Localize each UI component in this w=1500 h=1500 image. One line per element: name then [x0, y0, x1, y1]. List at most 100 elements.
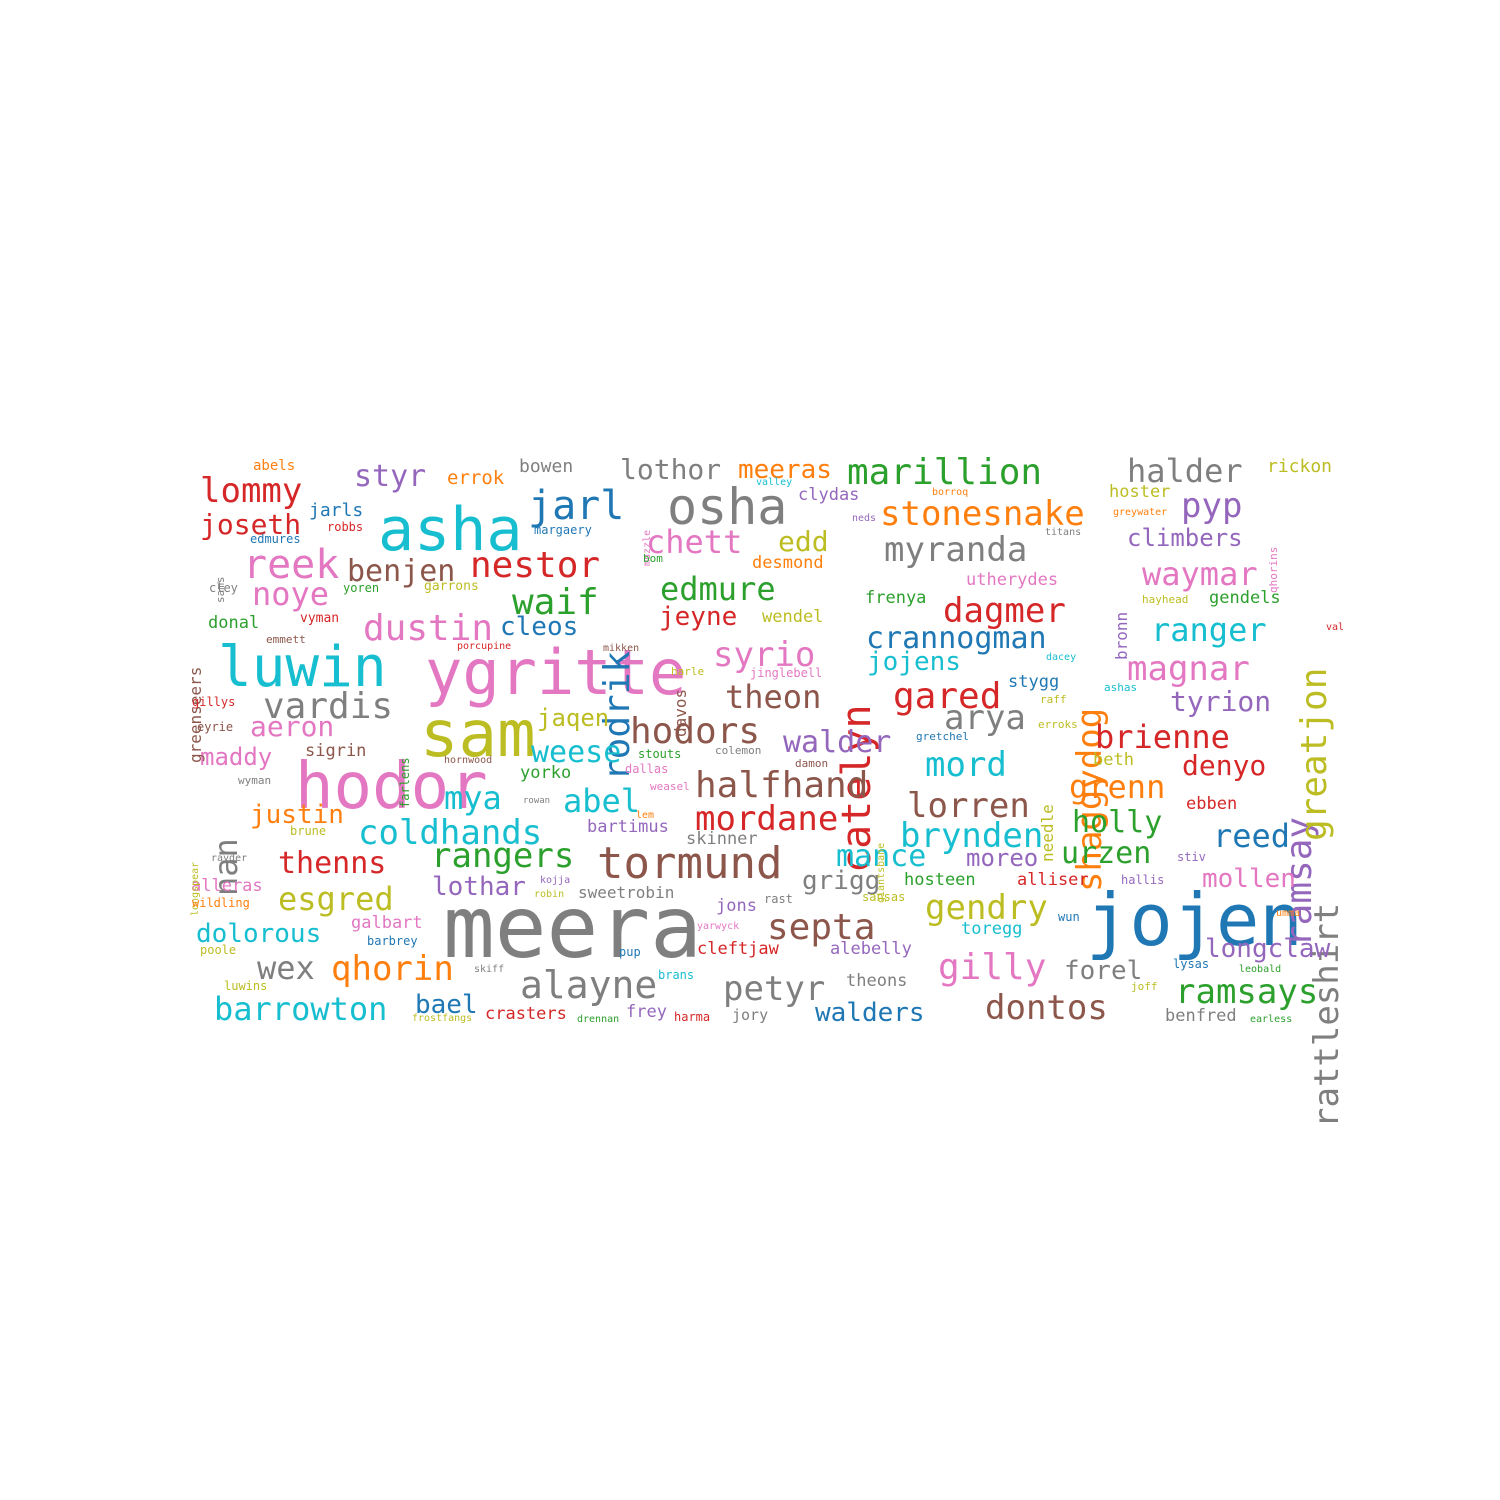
word-wun: wun	[1058, 910, 1080, 924]
word-pyp: pyp	[1181, 486, 1243, 526]
word-brune: brune	[290, 824, 327, 838]
word-dontos: dontos	[985, 988, 1108, 1028]
word-jarls: jarls	[309, 500, 364, 521]
word-wendel: wendel	[762, 607, 824, 627]
word-alayne: alayne	[520, 963, 658, 1007]
word-maddy: maddy	[200, 743, 273, 771]
word-brans: brans	[658, 968, 695, 982]
word-dallas: dallas	[625, 762, 669, 776]
word-beth: beth	[1093, 750, 1134, 770]
word-mordane: mordane	[695, 799, 839, 839]
word-jojen: jojen	[1086, 878, 1303, 962]
word-emmett: emmett	[266, 633, 306, 646]
word-mya: mya	[444, 779, 502, 817]
word-bronn: bronn	[1112, 611, 1131, 660]
word-esgred: esgred	[278, 880, 394, 918]
word-mance: mance	[836, 839, 927, 874]
word-walder: walder	[783, 725, 892, 760]
word-lem: lem	[636, 810, 655, 821]
word-tyrion: tyrion	[1170, 685, 1272, 718]
word-asha: asha	[378, 495, 523, 565]
word-coldhands: coldhands	[358, 813, 543, 853]
word-crasters: crasters	[485, 1004, 567, 1024]
word-barbrey: barbrey	[367, 934, 418, 948]
word-mollen: mollen	[1202, 864, 1296, 894]
word-ashas: ashas	[1104, 681, 1138, 694]
word-frey: frey	[626, 1002, 667, 1022]
word-neds: neds	[852, 513, 877, 524]
word-eyrie: eyrie	[197, 720, 234, 734]
word-hallis: hallis	[1121, 873, 1165, 887]
word-qhorin: qhorin	[331, 949, 454, 989]
word-greatjon: greatjon	[1294, 667, 1335, 841]
word-rowan: rowan	[523, 796, 551, 806]
word-barrowton: barrowton	[214, 990, 388, 1028]
word-qhorins: qhorins	[1267, 546, 1280, 593]
word-jojens: jojens	[867, 647, 961, 677]
word-harma: harma	[674, 1010, 711, 1024]
word-jaqen: jaqen	[537, 704, 610, 732]
word-vyman: vyman	[300, 611, 340, 626]
word-walders: walders	[815, 998, 925, 1028]
word-tormund: tormund	[597, 838, 783, 889]
word-hayhead: hayhead	[1142, 593, 1189, 606]
word-edmures: edmures	[250, 532, 301, 546]
word-gilly: gilly	[938, 947, 1047, 988]
word-borroq: borroq	[932, 487, 969, 498]
word-edd: edd	[778, 525, 829, 558]
word-hoster: hoster	[1109, 482, 1171, 502]
word-urzen: urzen	[1061, 836, 1152, 871]
word-sansas: sansas	[862, 890, 906, 904]
word-cleos: cleos	[500, 612, 579, 642]
word-syrio: syrio	[713, 635, 816, 675]
word-rayder: rayder	[211, 853, 248, 864]
word-yorko: yorko	[520, 763, 572, 783]
word-utherydes: utherydes	[966, 570, 1059, 590]
word-jeyne: jeyne	[659, 602, 738, 632]
word-wyman: wyman	[238, 774, 272, 787]
word-thenns: thenns	[278, 846, 387, 881]
word-stygg: stygg	[1008, 672, 1060, 692]
word-alebelly: alebelly	[830, 939, 912, 959]
word-rangers: rangers	[431, 836, 575, 876]
word-alleras: alleras	[191, 876, 263, 896]
word-dustin: dustin	[363, 608, 494, 649]
word-magnar: magnar	[1127, 649, 1250, 689]
word-abel: abel	[563, 782, 641, 820]
word-bom: bom	[643, 552, 663, 565]
word-skinner: skinner	[686, 829, 758, 849]
word-benjen: benjen	[347, 554, 456, 589]
word-galbart: galbart	[351, 913, 423, 933]
word-joff: joff	[1131, 980, 1158, 993]
word-umma: umma	[1276, 908, 1301, 919]
word-drennan: drennan	[577, 1014, 620, 1025]
word-raff: raff	[1040, 693, 1067, 706]
word-gendels: gendels	[1209, 588, 1281, 608]
word-justin: justin	[250, 800, 344, 830]
word-holly: holly	[1072, 805, 1163, 840]
word-vardis: vardis	[263, 686, 394, 727]
word-luwins: luwins	[224, 979, 268, 993]
word-errok: errok	[447, 467, 505, 489]
word-osha: osha	[667, 478, 788, 536]
word-theons: theons	[846, 971, 908, 991]
word-chett: chett	[646, 523, 743, 561]
word-ygritte: ygritte	[425, 636, 687, 709]
word-aeron: aeron	[250, 710, 335, 743]
word-lothar: lothar	[432, 872, 526, 902]
word-donal: donal	[208, 613, 260, 633]
word-lysas: lysas	[1173, 957, 1210, 971]
word-cley: cley	[209, 581, 238, 595]
word-waymar: waymar	[1142, 555, 1258, 593]
word-pup: pup	[619, 945, 641, 959]
word-jinglebell: jinglebell	[750, 666, 823, 680]
word-leobald: leobald	[1239, 964, 1282, 975]
word-nestor: nestor	[470, 545, 601, 586]
word-bael: bael	[415, 990, 478, 1020]
word-harle: harle	[671, 665, 705, 678]
word-valley: valley	[756, 477, 793, 488]
word-mord: mord	[925, 745, 1007, 785]
word-gared: gared	[893, 676, 1002, 717]
word-marillion: marillion	[847, 452, 1043, 493]
word-ebben: ebben	[1186, 794, 1238, 814]
